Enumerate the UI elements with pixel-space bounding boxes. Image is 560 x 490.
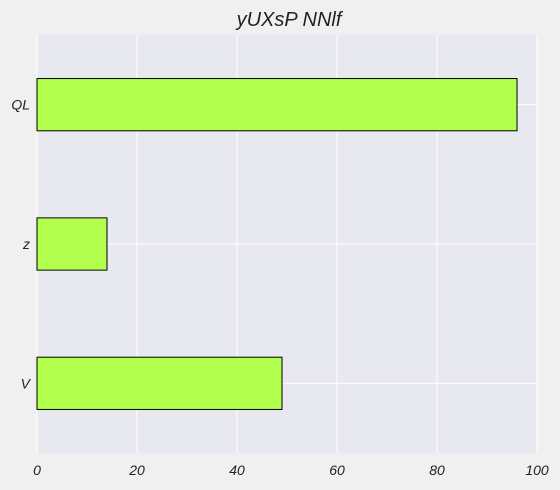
- x-tick-label: 20: [128, 462, 145, 478]
- x-tick-label: 0: [33, 462, 41, 478]
- x-tick-label: 100: [525, 462, 549, 478]
- bar-z: [36, 217, 108, 271]
- x-tick-label: 40: [229, 462, 245, 478]
- bar-QL: [36, 78, 518, 132]
- chart-title: yUXsP NNlf: [235, 9, 344, 31]
- x-tick-label: 60: [329, 462, 345, 478]
- x-tick-label: 80: [429, 462, 445, 478]
- bar-V: [36, 356, 283, 410]
- y-tick-label: z: [22, 236, 30, 252]
- y-tick-label: QL: [11, 97, 30, 113]
- y-tick-labels: QL z V: [11, 97, 31, 392]
- y-tick-label: V: [21, 375, 32, 391]
- bars: [36, 78, 518, 410]
- x-tick-labels: 0 20 40 60 80 100: [33, 462, 549, 478]
